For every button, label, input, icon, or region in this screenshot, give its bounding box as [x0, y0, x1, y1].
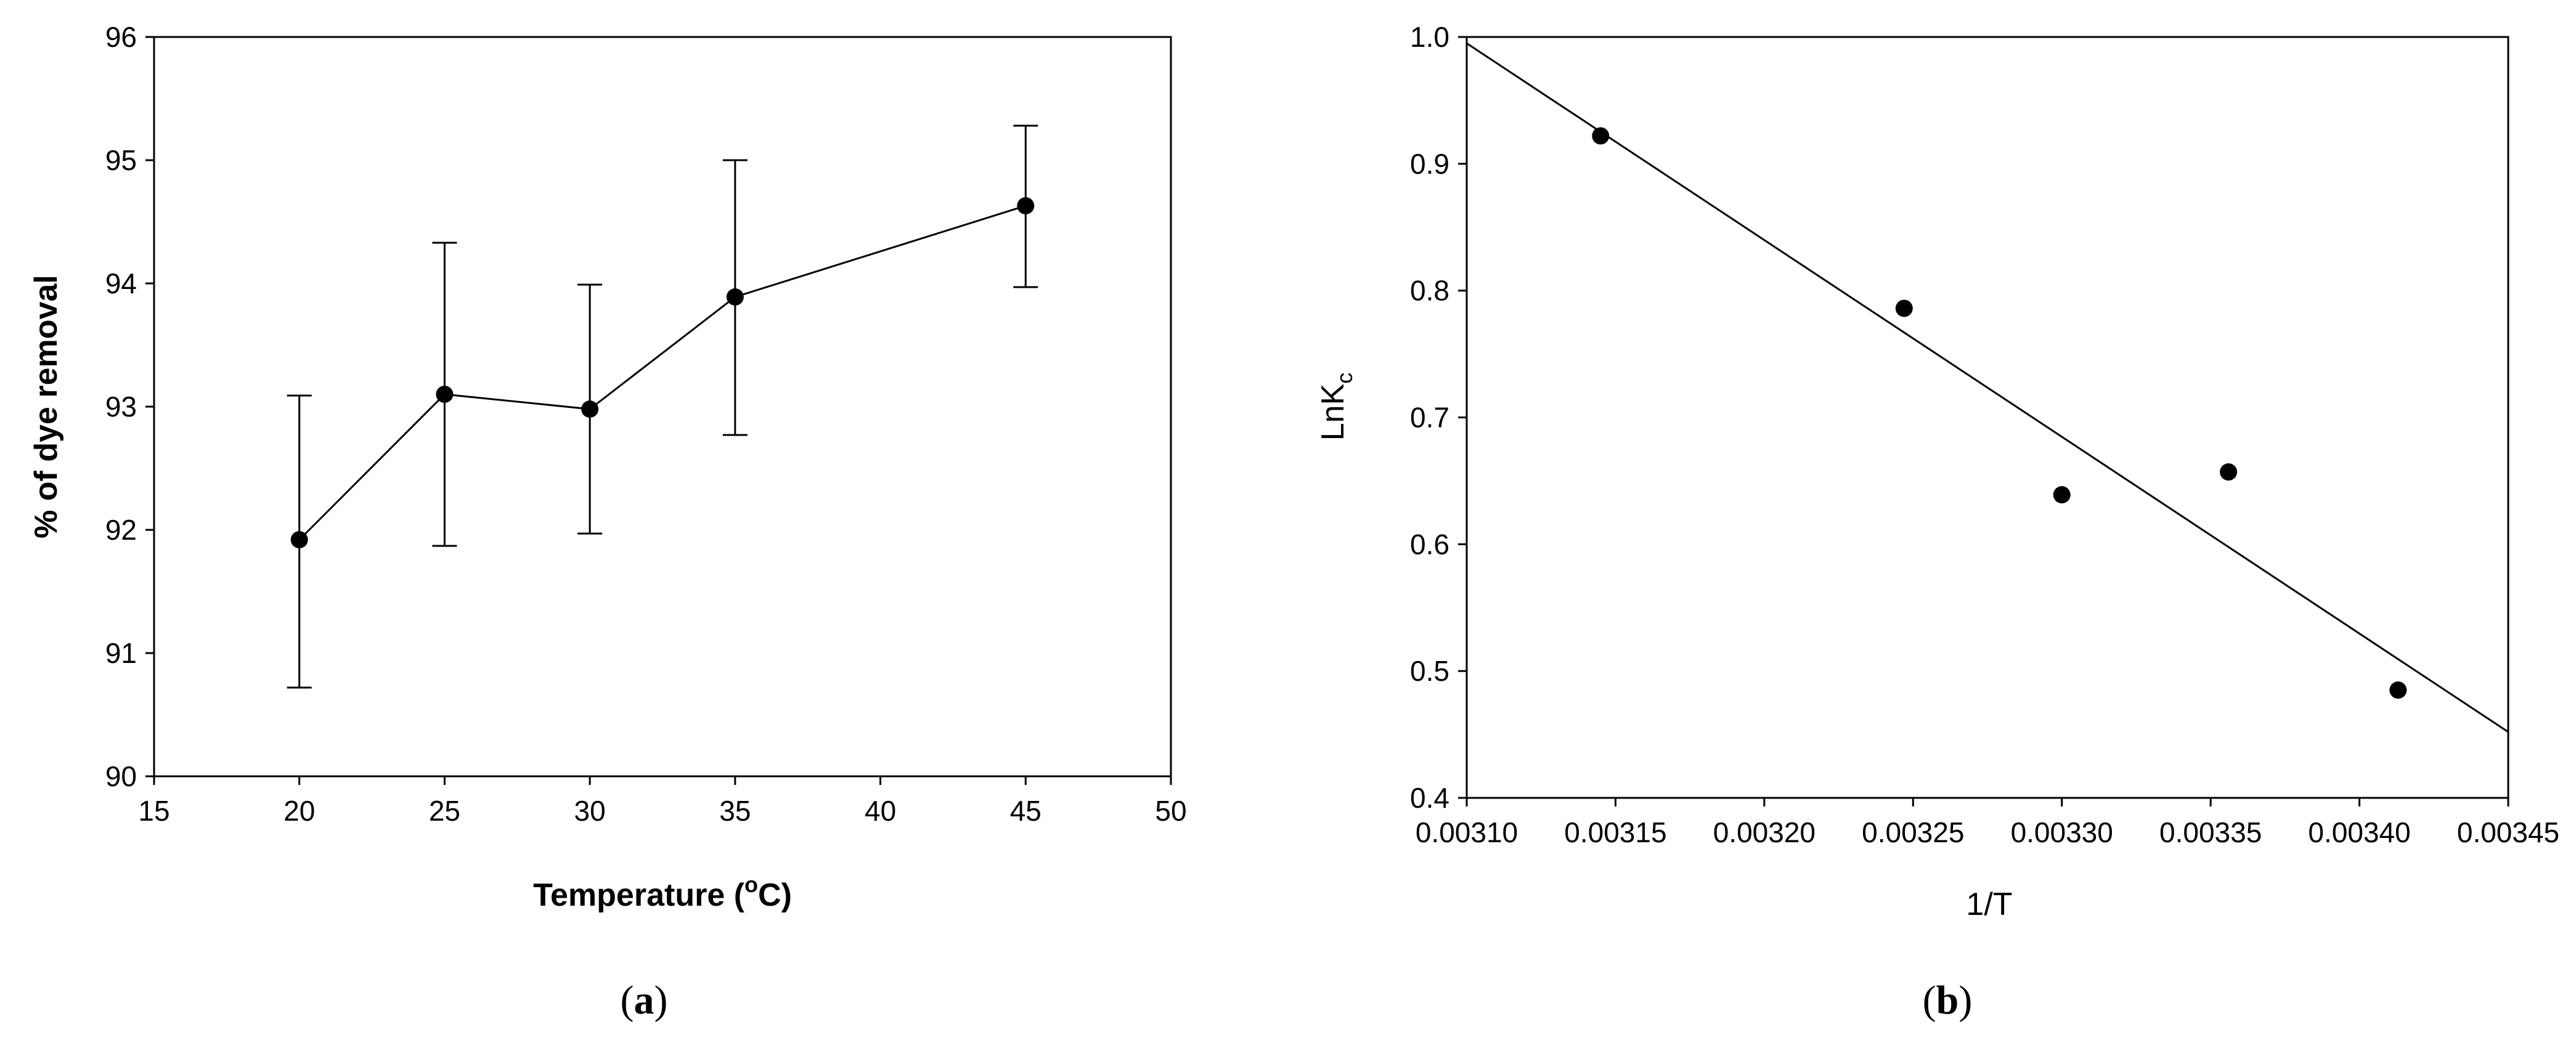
data-point — [2389, 681, 2407, 699]
y-tick-label: 0.9 — [1410, 148, 1449, 180]
series-line — [300, 206, 1026, 540]
x-tick-label: 50 — [1155, 795, 1186, 827]
x-tick-label: 15 — [138, 795, 169, 827]
x-tick-label: 40 — [865, 795, 896, 827]
y-tick-label: 95 — [105, 144, 137, 176]
data-point — [727, 288, 744, 306]
y-tick-label: 0.8 — [1410, 275, 1449, 307]
y-tick-label: 91 — [105, 637, 137, 669]
panel-b-caption: (b) — [1923, 978, 1973, 1023]
y-tick-label: 90 — [105, 760, 137, 792]
y-tick-label: 0.4 — [1410, 782, 1449, 814]
panel-b-x-axis-title: 1/T — [1966, 887, 2012, 922]
x-tick-label: 25 — [429, 795, 460, 827]
y-tick-label: 0.5 — [1410, 655, 1449, 687]
x-tick-label: 0.00315 — [1564, 816, 1666, 848]
x-tick-label: 0.00310 — [1416, 816, 1518, 848]
data-point — [291, 531, 308, 548]
x-tick-label: 0.00335 — [2159, 816, 2262, 848]
panel-a-y-axis: 90 91 92 93 94 95 96 — [105, 21, 154, 792]
x-tick-label: 35 — [719, 795, 751, 827]
x-tick-label: 30 — [574, 795, 606, 827]
data-point — [1592, 128, 1609, 145]
x-tick-label: 0.00340 — [2308, 816, 2410, 848]
data-point — [581, 400, 598, 418]
panel-a-marks — [287, 126, 1038, 688]
panel-b-x-axis: 0.00310 0.00315 0.00320 0.00325 0.00330 0.003… — [1416, 798, 2559, 848]
panel-b-marks — [1467, 43, 2508, 732]
panel-a-caption: (a) — [621, 978, 668, 1023]
y-tick-label: 1.0 — [1410, 21, 1449, 53]
y-tick-label: 92 — [105, 514, 137, 546]
y-tick-label: 96 — [105, 21, 137, 53]
x-tick-label: 0.00345 — [2457, 816, 2559, 848]
fit-line — [1467, 43, 2508, 732]
data-point — [1017, 197, 1034, 214]
y-tick-label: 0.7 — [1410, 402, 1449, 434]
y-tick-label: 93 — [105, 391, 137, 423]
data-point — [1896, 299, 1913, 317]
panel-b-y-axis-title: LnKc — [1315, 373, 1357, 441]
panel-a-x-axis-title: Temperature (oC) — [533, 872, 792, 913]
data-point — [436, 386, 453, 403]
panel-b-plot-frame — [1467, 37, 2508, 798]
x-tick-label: 0.00330 — [2011, 816, 2113, 848]
y-tick-label: 0.6 — [1410, 528, 1449, 560]
x-tick-label: 0.00320 — [1713, 816, 1816, 848]
panel-a: 90 91 92 93 94 95 96 15 20 25 30 35 40 45 50 Temperat… — [28, 21, 1187, 1023]
x-tick-label: 20 — [283, 795, 315, 827]
panel-b: 0.40.50.60.70.80.91.0 0.00310 0.00315 0.00… — [1315, 21, 2559, 1023]
panel-a-x-axis: 15 20 25 30 35 40 45 50 — [138, 776, 1186, 827]
y-tick-label: 94 — [105, 267, 137, 299]
panel-a-plot-frame — [154, 37, 1171, 776]
x-tick-label: 0.00325 — [1862, 816, 1964, 848]
panel-a-y-axis-title: % of dye removal — [28, 275, 64, 538]
panel-b-y-axis: 0.4 0.5 0.6 0.7 0.8 0.9 1.0 — [1410, 21, 1467, 814]
data-point — [2053, 486, 2071, 503]
x-tick-label: 45 — [1010, 795, 1041, 827]
data-point — [2220, 463, 2237, 481]
